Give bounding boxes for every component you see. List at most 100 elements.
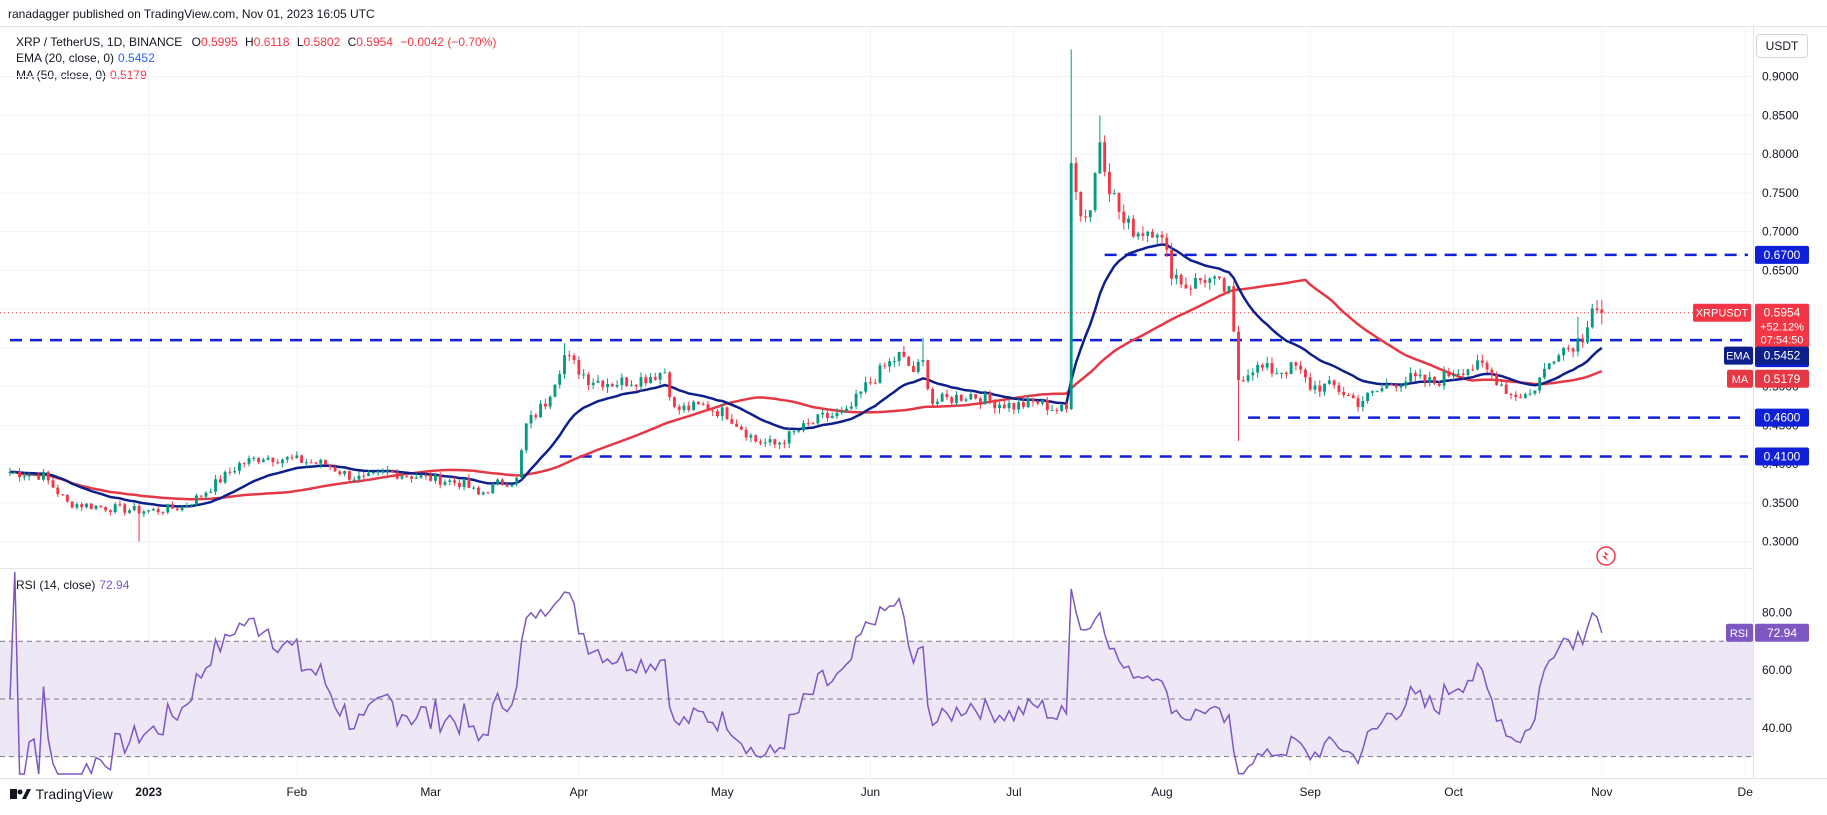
candle-body	[22, 476, 26, 478]
candle-body	[314, 462, 318, 464]
candle-body	[563, 355, 566, 375]
candle-body	[18, 471, 21, 478]
candle-body	[1055, 409, 1059, 411]
rsi-tick-label: 60.00	[1762, 663, 1792, 677]
candle-body	[1323, 383, 1326, 392]
candle-body	[629, 384, 633, 386]
candle-body	[1203, 280, 1207, 283]
ma-legend-value: 0.5179	[110, 68, 147, 82]
candle-body	[974, 394, 978, 399]
ema-20-line	[9, 243, 1603, 508]
candle-body	[825, 412, 829, 418]
candle-body	[390, 470, 394, 473]
candle-body	[1433, 377, 1436, 384]
candle-body	[1347, 395, 1350, 397]
candle-body	[1466, 369, 1470, 375]
candle-body	[1112, 193, 1116, 195]
candle-body	[324, 459, 327, 465]
candle-body	[864, 382, 868, 392]
candle-body	[840, 410, 844, 413]
candle-body	[548, 396, 552, 407]
candle-body	[1499, 384, 1503, 386]
candle-body	[247, 458, 251, 464]
candle-body	[711, 410, 715, 412]
candle-body	[687, 405, 691, 411]
candle-body	[668, 372, 672, 398]
candle-body	[457, 482, 461, 488]
candle-body	[27, 474, 31, 477]
candle-body	[969, 394, 973, 400]
candle-body	[194, 495, 198, 505]
candle-body	[859, 391, 863, 394]
candle-body	[1122, 211, 1126, 223]
candle-body	[1265, 363, 1269, 368]
candle-body	[108, 510, 112, 513]
candle-body	[653, 377, 657, 380]
rsi-band	[0, 641, 1753, 757]
ma-legend: MA (50, close, 0) 0.5179	[16, 68, 147, 82]
candle-body	[496, 479, 500, 484]
candle-body	[1098, 142, 1102, 174]
candle-body	[8, 472, 12, 474]
candle-body	[720, 407, 724, 417]
alert-icon[interactable]	[1596, 546, 1616, 566]
candle-body	[730, 419, 734, 424]
candle-body	[1423, 374, 1427, 382]
candle-body	[70, 501, 74, 508]
candle-body	[1485, 362, 1489, 370]
candle-body	[1562, 348, 1566, 356]
candle-body	[37, 474, 41, 480]
moving-averages	[9, 243, 1603, 508]
candle-body	[261, 459, 265, 463]
ema-value-badge-bg	[1755, 346, 1809, 365]
price-badges: 0.6700 0.5600 0.4600 0.4100 XRPUSDT 0.5954 +52…	[1693, 245, 1809, 642]
candle-body	[161, 512, 165, 514]
candle-body	[1332, 380, 1336, 386]
candle-body	[677, 406, 681, 410]
candle-body	[1213, 276, 1217, 279]
candle-body	[620, 377, 624, 385]
candle-body	[1036, 401, 1040, 404]
candle-body	[878, 365, 882, 383]
price-tick-label: 0.6500	[1762, 263, 1799, 277]
candle-body	[185, 505, 189, 507]
candle-body	[1241, 380, 1245, 382]
candle-body	[1117, 193, 1121, 212]
candle-body	[682, 405, 686, 410]
candle-body	[1069, 163, 1073, 410]
last-price-badge: 0.5954	[1764, 306, 1801, 320]
candle-body	[1289, 362, 1293, 375]
time-tick-label: De	[1738, 785, 1754, 799]
candle-body	[1217, 276, 1221, 279]
candle-body	[1151, 231, 1154, 238]
time-tick-label: Sep	[1300, 785, 1322, 799]
support-resistance-levels	[0, 253, 1748, 458]
candle-body	[462, 478, 466, 488]
candle-body	[778, 442, 782, 445]
candle-body	[869, 382, 872, 384]
candle-body	[1017, 402, 1021, 410]
candle-body	[1413, 373, 1417, 377]
grid	[0, 27, 1753, 778]
candle-body	[524, 423, 528, 451]
candle-body	[1131, 218, 1135, 237]
candle-body	[515, 477, 519, 485]
candle-body	[1064, 404, 1068, 410]
candle-body	[1108, 171, 1111, 195]
candle-body	[1337, 385, 1341, 393]
candle-body	[988, 393, 992, 401]
currency-button[interactable]: USDT	[1756, 34, 1808, 58]
candle-body	[371, 472, 375, 474]
price-tick-label: 0.3000	[1762, 535, 1799, 549]
price-axis-border	[1753, 26, 1754, 778]
candle-body	[1237, 331, 1240, 381]
candle-body	[1385, 384, 1389, 389]
low-label: L	[296, 35, 304, 49]
candle-body	[577, 360, 581, 375]
candle-body	[453, 480, 456, 483]
rsi-legend-label: RSI (14, close)	[16, 578, 96, 592]
candle-body	[1165, 237, 1169, 250]
price-tick-label: 0.8000	[1762, 147, 1799, 161]
candle-body	[806, 423, 810, 425]
open-value: 0.5995	[200, 35, 238, 49]
